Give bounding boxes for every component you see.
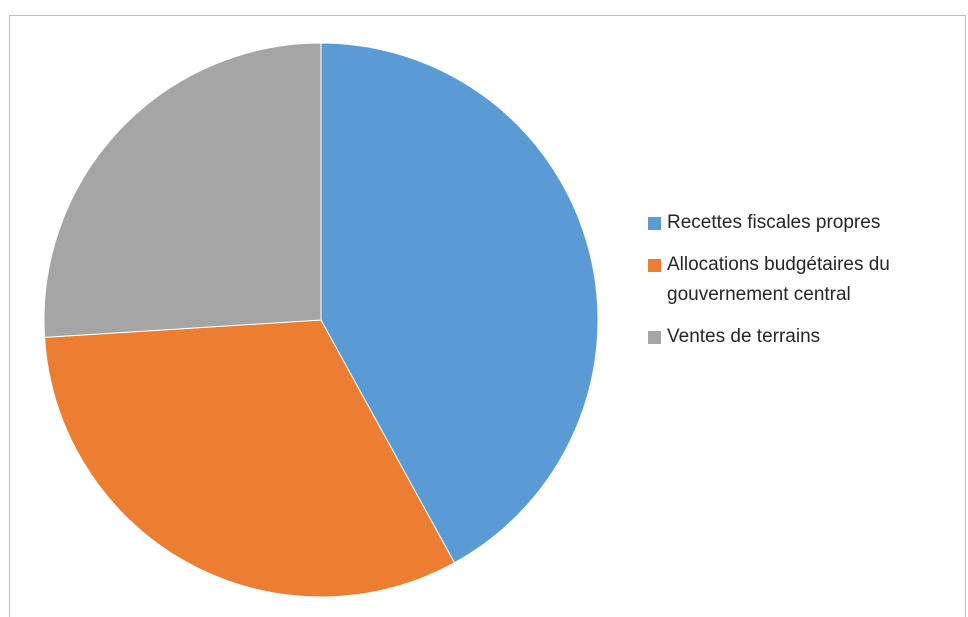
legend-swatch: [648, 331, 661, 344]
pie-slice: [44, 319, 456, 598]
legend-label: Recettes fiscales propres: [667, 212, 881, 233]
legend-swatch: [648, 259, 661, 272]
pie-slice: [320, 42, 599, 564]
legend-label: Ventes de terrains: [667, 326, 821, 347]
chart-frame: [9, 15, 966, 617]
legend-item: Allocations budgétaires du gouvernement …: [648, 250, 953, 310]
legend-label: Allocations budgétaires du gouvernement …: [667, 254, 890, 305]
legend-swatch: [648, 217, 661, 230]
legend: Recettes fiscales propres Allocations bud…: [648, 208, 953, 364]
pie-slice: [43, 42, 322, 338]
legend-item: Recettes fiscales propres: [648, 208, 953, 238]
legend-item: Ventes de terrains: [648, 322, 953, 352]
